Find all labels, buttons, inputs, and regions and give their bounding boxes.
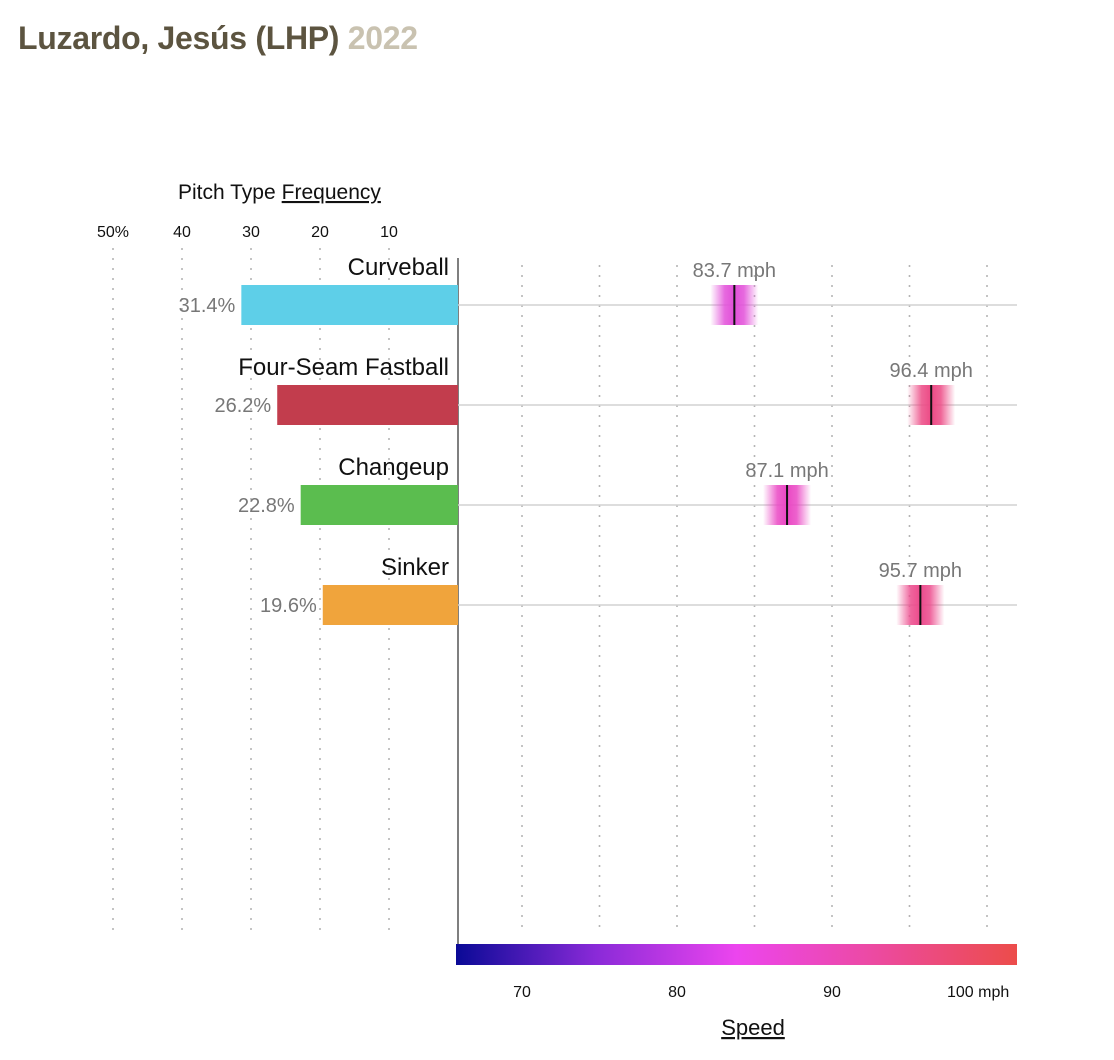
pitch-row: 31.4% Curveball 83.7 mph [179,254,1017,325]
frequency-panel-title: Pitch Type Frequency [178,181,381,204]
frequency-bar[interactable] [241,285,458,325]
pitch-name-label: Changeup [338,454,449,481]
frequency-value-label: 26.2% [215,395,272,417]
season-year: 2022 [347,20,418,56]
frequency-tick-label: 30 [242,224,260,241]
frequency-value-label: 19.6% [260,595,317,617]
speed-tick-labels: 70 80 90 100 mph [513,984,1009,1001]
speed-tick-label: 80 [668,984,686,1001]
frequency-tick-labels: 50% 40 30 20 10 [97,224,398,241]
frequency-bar[interactable] [277,385,458,425]
pitch-rows: 31.4% Curveball 83.7 mph 26.2% Four-Seam Fas… [179,254,1017,625]
speed-value-label: 96.4 mph [890,360,973,382]
speed-tick-label: 70 [513,984,531,1001]
player-name: Luzardo, Jesús (LHP) [18,20,340,56]
frequency-bar[interactable] [322,585,458,625]
speed-axis-title[interactable]: Speed [721,1015,785,1040]
frequency-tick-label: 20 [311,224,329,241]
speed-tick-label: 90 [823,984,841,1001]
frequency-value-label: 31.4% [179,295,236,317]
pitch-row: 22.8% Changeup 87.1 mph [238,454,1017,525]
frequency-bar[interactable] [300,485,458,525]
pitch-row: 26.2% Four-Seam Fastball 96.4 mph [215,354,1017,425]
frequency-value-label: 22.8% [238,495,295,517]
pitch-row: 19.6% Sinker 95.7 mph [260,554,1017,625]
speed-color-scale [456,944,1017,965]
speed-value-label: 83.7 mph [693,260,776,282]
pitch-name-label: Curveball [348,254,449,281]
frequency-link[interactable]: Frequency [282,181,382,204]
page-title: Luzardo, Jesús (LHP) 2022 [18,20,418,57]
frequency-tick-label: 40 [173,224,191,241]
frequency-tick-label: 50% [97,224,129,241]
pitch-name-label: Four-Seam Fastball [238,354,449,381]
pitch-name-label: Sinker [381,554,449,581]
frequency-tick-label: 10 [380,224,398,241]
speed-gridlines [521,265,988,935]
speed-value-label: 87.1 mph [745,460,828,482]
speed-value-label: 95.7 mph [879,560,962,582]
speed-tick-label: 100 mph [947,984,1009,1001]
